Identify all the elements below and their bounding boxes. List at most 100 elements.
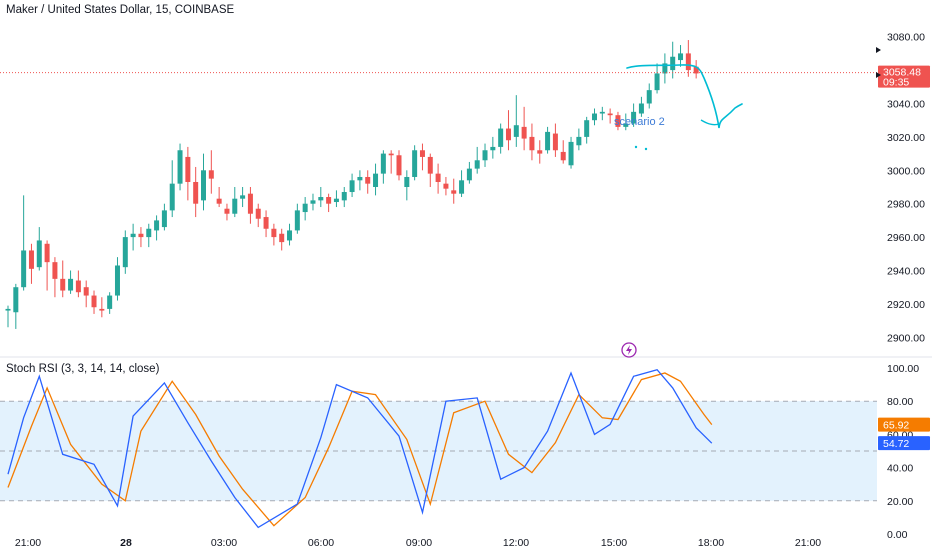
candle-body bbox=[631, 111, 637, 124]
candle-body bbox=[255, 208, 261, 219]
candle-body bbox=[404, 176, 410, 187]
rsi-y-tick-label: 0.00 bbox=[887, 529, 908, 541]
candle-body bbox=[537, 150, 543, 154]
candle-body bbox=[271, 228, 277, 238]
scenario-annotation: scenario 2 bbox=[614, 116, 665, 128]
candle-body bbox=[232, 198, 238, 214]
stoch-d-line bbox=[7, 372, 713, 527]
candle-body bbox=[670, 56, 676, 71]
candle-body bbox=[302, 203, 308, 213]
candle-body bbox=[380, 153, 386, 174]
x-tick-label: 09:00 bbox=[406, 537, 432, 549]
candle-body bbox=[490, 146, 496, 151]
x-tick-label: 21:00 bbox=[15, 537, 41, 549]
rsi-y-tick-label: 80.00 bbox=[887, 396, 913, 408]
candle-body bbox=[177, 150, 183, 184]
candle-body bbox=[52, 262, 58, 279]
candle-body bbox=[185, 156, 191, 182]
candle-body bbox=[568, 141, 574, 166]
candle-body bbox=[521, 126, 527, 139]
candle-body bbox=[443, 183, 449, 189]
x-tick-label: 21:00 bbox=[795, 537, 821, 549]
candle-body bbox=[114, 265, 120, 296]
candle-body bbox=[529, 136, 535, 151]
candle-body bbox=[122, 237, 128, 268]
candle-body bbox=[607, 113, 613, 116]
rsi-y-tick-label: 20.00 bbox=[887, 496, 913, 508]
candle-body bbox=[310, 200, 316, 204]
candle-body bbox=[99, 308, 105, 311]
x-tick-label: 12:00 bbox=[503, 537, 529, 549]
rsi-value-label: 54.72 bbox=[883, 438, 909, 450]
candle-body bbox=[419, 150, 425, 157]
rsi-y-tick-label: 40.00 bbox=[887, 463, 913, 475]
candle-body bbox=[333, 198, 339, 203]
candle-body bbox=[28, 250, 34, 269]
price-y-tick-label: 3020.00 bbox=[887, 132, 925, 144]
x-tick-label: 03:00 bbox=[211, 537, 237, 549]
candle-body bbox=[427, 156, 433, 174]
rsi-value-label: 65.92 bbox=[883, 420, 909, 432]
candle-body bbox=[294, 210, 300, 231]
price-y-tick-label: 2980.00 bbox=[887, 199, 925, 211]
candle-body bbox=[36, 240, 42, 268]
candle-body bbox=[263, 217, 269, 229]
candle-body bbox=[21, 250, 27, 288]
x-tick-label: 28 bbox=[120, 537, 132, 549]
candle-body bbox=[560, 151, 566, 161]
candle-body bbox=[318, 197, 324, 201]
price-countdown: 09:35 bbox=[883, 77, 909, 89]
indicator-title: Stoch RSI (3, 3, 14, 14, close) bbox=[6, 363, 160, 375]
candle-body bbox=[654, 73, 660, 91]
candle-body bbox=[678, 53, 684, 61]
candle-body bbox=[693, 66, 699, 74]
rsi-y-tick-label: 100.00 bbox=[887, 363, 919, 375]
candle-body bbox=[107, 295, 113, 309]
candle-body bbox=[373, 173, 379, 187]
lightning-event-icon bbox=[621, 342, 637, 358]
candle-body bbox=[638, 103, 644, 114]
rsi-band bbox=[0, 401, 877, 501]
candle-body bbox=[240, 195, 246, 199]
stoch-k-line bbox=[7, 368, 713, 529]
freehand-scenario-stroke bbox=[700, 119, 720, 126]
freehand-dot bbox=[644, 147, 648, 151]
candle-body bbox=[474, 160, 480, 169]
candle-body bbox=[216, 198, 222, 204]
candle-body bbox=[466, 168, 472, 181]
candle-body bbox=[646, 90, 652, 104]
candle-body bbox=[599, 111, 605, 114]
candle-body bbox=[68, 278, 74, 291]
candle-body bbox=[146, 228, 152, 238]
candle-body bbox=[451, 190, 457, 194]
candle-body bbox=[576, 136, 582, 146]
candle-body bbox=[193, 181, 199, 204]
candle-body bbox=[341, 192, 347, 201]
candle-body bbox=[685, 53, 691, 71]
price-y-tick-label: 3080.00 bbox=[887, 32, 925, 44]
candle-body bbox=[91, 295, 97, 308]
candle-body bbox=[435, 173, 441, 182]
candle-body bbox=[552, 133, 558, 151]
x-tick-label: 18:00 bbox=[698, 537, 724, 549]
candle-body bbox=[83, 287, 89, 296]
rsi-value-tag bbox=[878, 436, 930, 451]
candle-body bbox=[247, 193, 253, 214]
candle-body bbox=[75, 280, 81, 293]
candle-body bbox=[208, 170, 214, 179]
countdown-marker-icon bbox=[876, 72, 881, 78]
candle-body bbox=[279, 233, 285, 243]
candle-body bbox=[482, 150, 488, 161]
price-y-tick-label: 3000.00 bbox=[887, 165, 925, 177]
candle-body bbox=[623, 123, 629, 127]
candle-body bbox=[662, 63, 668, 74]
price-y-tick-label: 2940.00 bbox=[887, 266, 925, 278]
last-price-tag bbox=[878, 65, 930, 88]
alert-marker-icon bbox=[876, 47, 881, 53]
candle-body bbox=[412, 150, 418, 177]
candle-body bbox=[44, 243, 50, 263]
candle-body bbox=[60, 278, 66, 291]
chart-title: Maker / United States Dollar, 15, COINBA… bbox=[6, 4, 235, 16]
price-y-tick-label: 2920.00 bbox=[887, 299, 925, 311]
